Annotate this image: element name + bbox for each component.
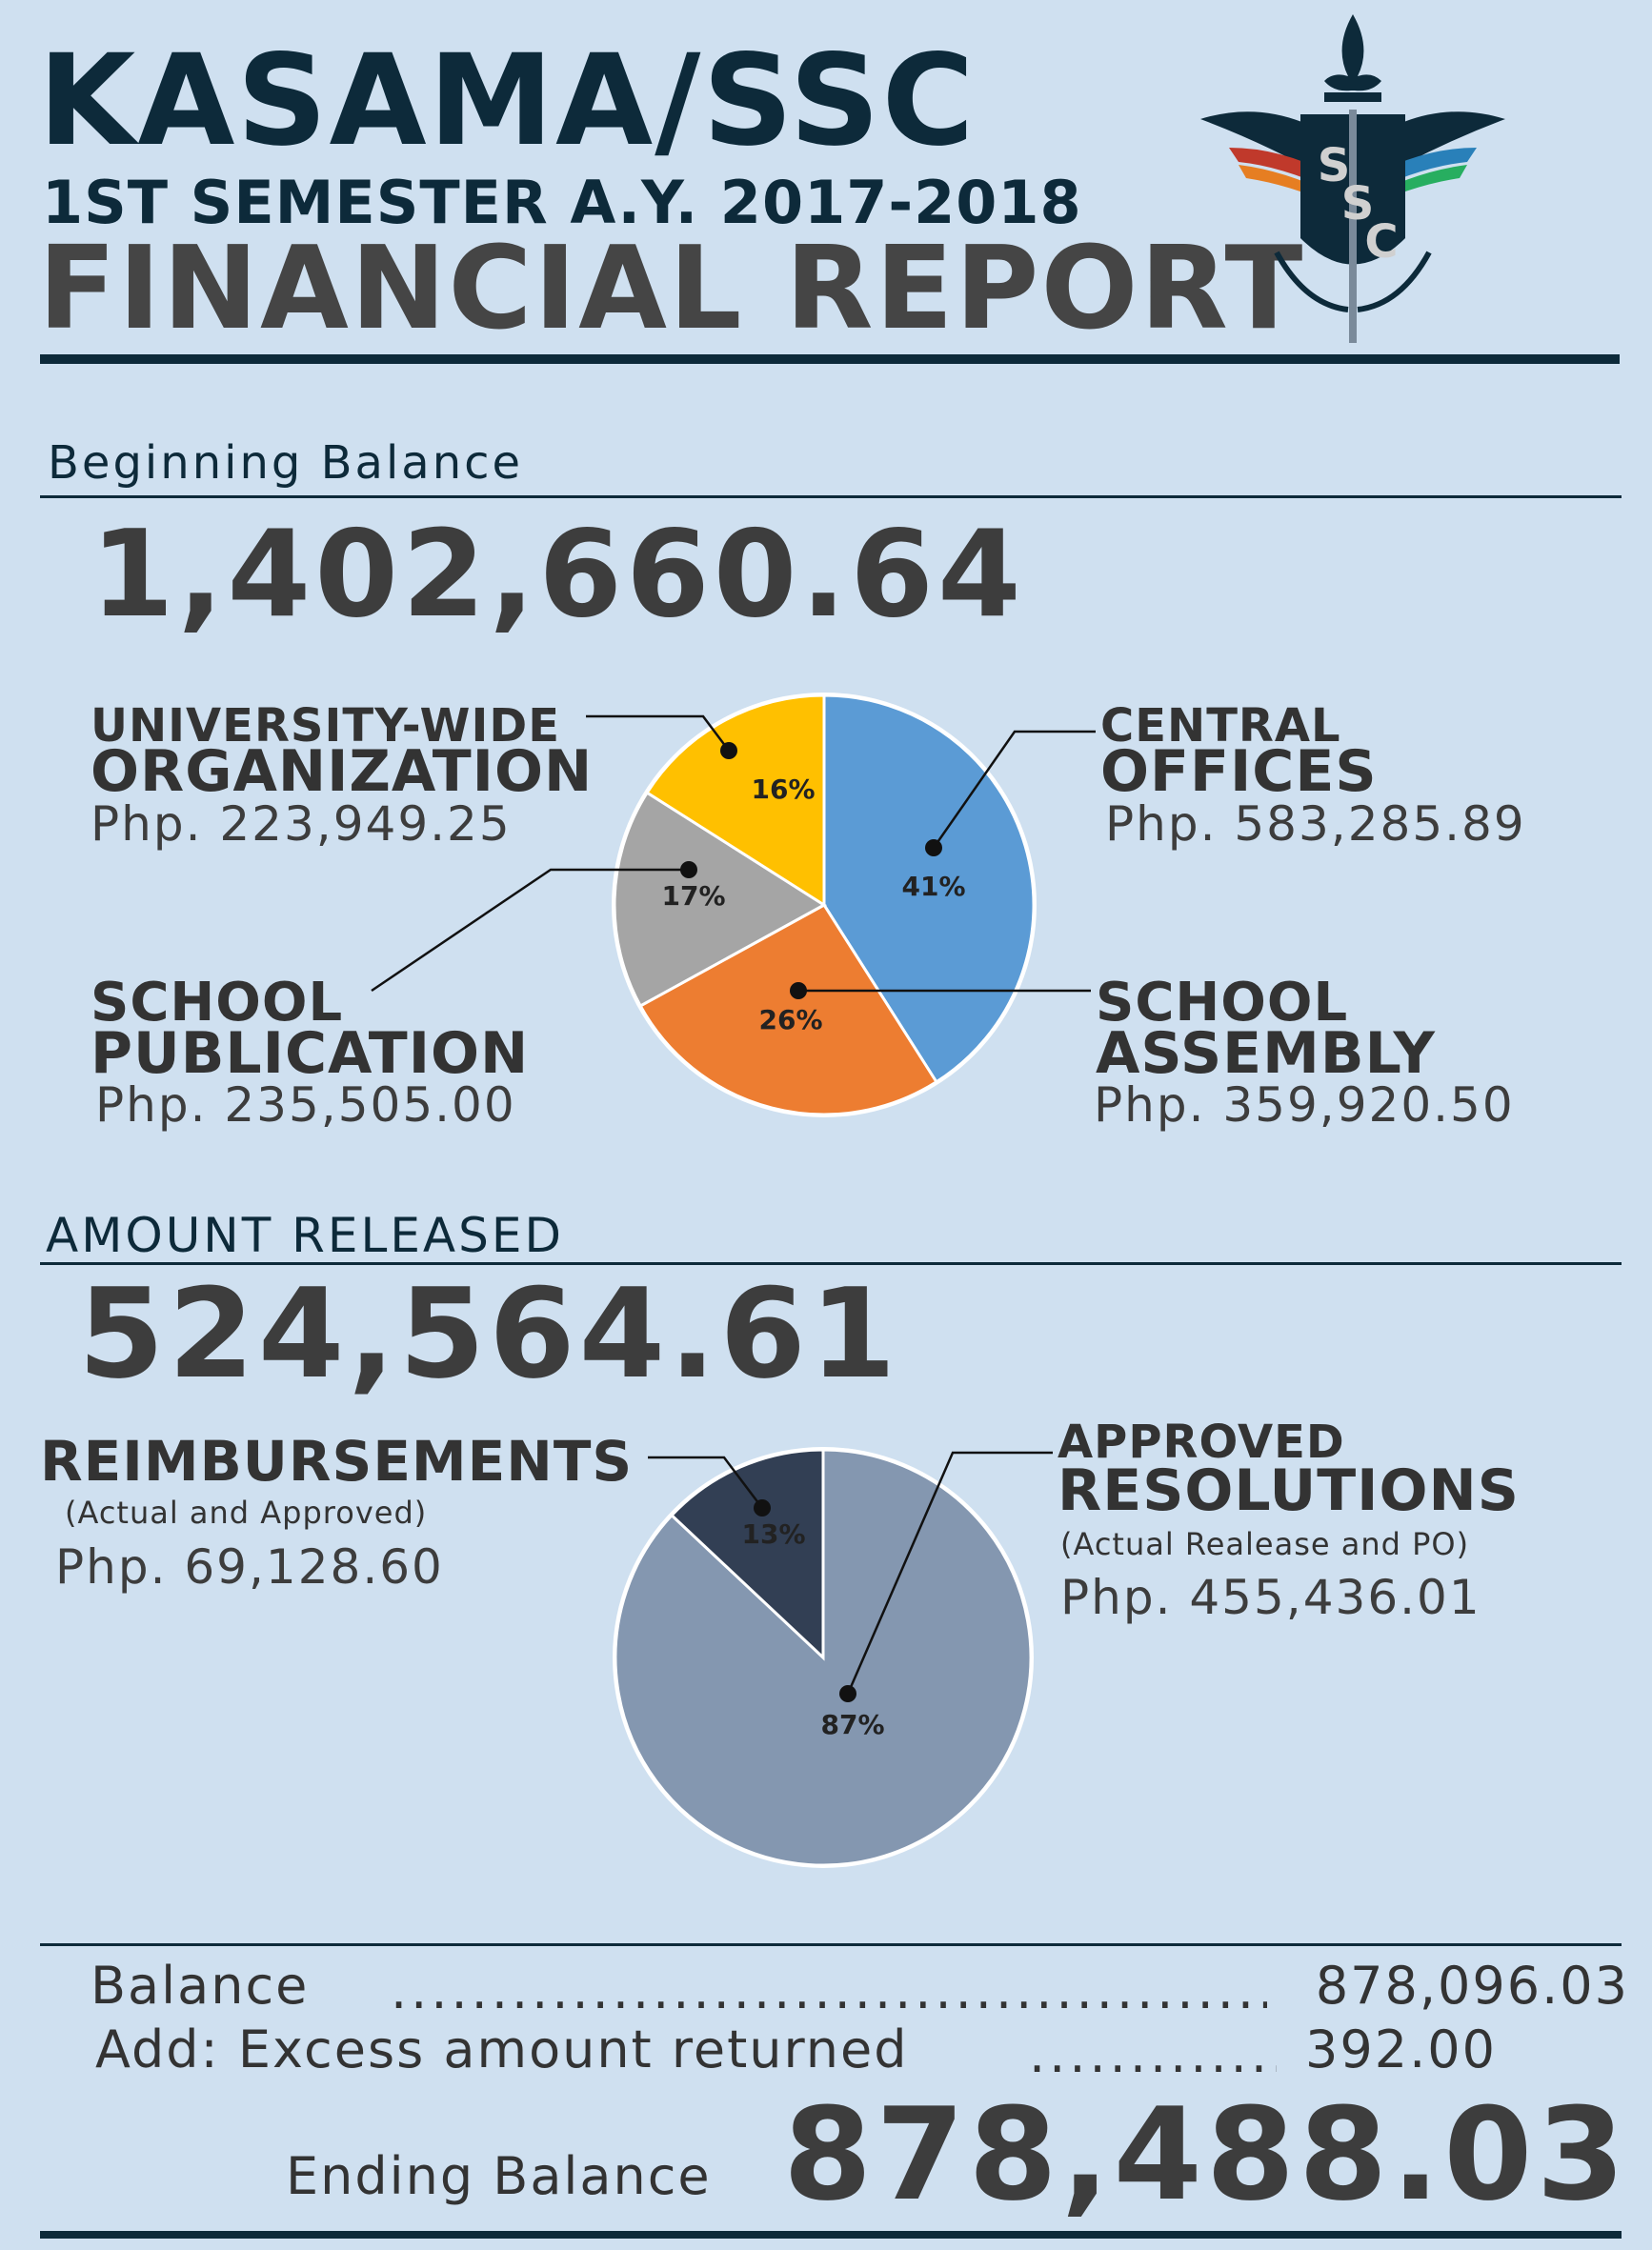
amount-released-label: AMOUNT RELEASED (46, 1208, 564, 1263)
leader-dot-school-publication (680, 861, 697, 878)
excess-leader-dots: .............................. (1029, 2024, 1277, 2084)
leader-line-central-offices (932, 730, 1096, 849)
reimbursements-label: REIMBURSEMENTS (40, 1429, 634, 1494)
leader-dot-central-offices (925, 839, 942, 856)
leader-line-university-wide-organization (586, 714, 730, 752)
allocation-pie-chart: 41% 26% 17% 16% (371, 693, 1096, 1117)
central-label-line2: OFFICES (1100, 738, 1378, 805)
summary-divider (40, 1943, 1622, 1946)
page-title: KASAMA/SSC (38, 28, 977, 174)
ssc-logo: S S C (1200, 14, 1505, 343)
leader-dot-university-wide-organization (720, 742, 737, 759)
excess-label: Add: Excess amount returned (95, 2019, 909, 2079)
ending-balance-label: Ending Balance (286, 2146, 712, 2206)
uwo-label-line1: UNIVERSITY-WIDE (91, 699, 560, 753)
beginning-balance-amount: 1,402,660.64 (91, 504, 1025, 644)
pie-label-approved-resolutions: 87% (820, 1709, 884, 1740)
approved-label-line2: RESOLUTIONS (1058, 1457, 1520, 1524)
balance-label: Balance (91, 1956, 310, 2016)
leader-line-approved-resolutions (846, 1451, 1053, 1695)
pie-slice-school-assembly (638, 903, 938, 1116)
publication-label-line2: PUBLICATION (91, 1020, 530, 1087)
assembly-label-line1: SCHOOL (1096, 972, 1349, 1034)
central-label-line1: CENTRAL (1100, 699, 1341, 753)
approved-sub: (Actual Realease and PO) (1060, 1526, 1470, 1562)
reimbursements-sub: (Actual and Approved) (65, 1495, 428, 1531)
leader-dot-reimbursements (754, 1499, 771, 1517)
reimbursements-amount: Php. 69,128.60 (55, 1539, 444, 1595)
pie-slice-reimbursements (669, 1448, 825, 1661)
beginning-balance-label: Beginning Balance (48, 436, 524, 490)
pie-label-central-offices: 41% (901, 871, 965, 902)
balance-value: 878,096.03 (1315, 1956, 1629, 2016)
leader-line-school-publication (371, 868, 689, 993)
ending-balance-amount: 878,488.03 (783, 2080, 1629, 2229)
beginning-divider (40, 495, 1622, 498)
publication-label-line1: SCHOOL (91, 972, 344, 1034)
pie-label-school-publication: 17% (661, 880, 725, 912)
uwo-label-line2: ORGANIZATION (91, 738, 594, 805)
central-amount: Php. 583,285.89 (1105, 796, 1526, 852)
pie-slice-university-wide-organization (645, 693, 826, 908)
leader-line-reimbursements (648, 1456, 763, 1509)
logo-letter-2: S (1341, 177, 1375, 231)
report-title: FINANCIAL REPORT (38, 223, 1305, 355)
logo-letter-1: S (1318, 139, 1351, 192)
approved-amount: Php. 455,436.01 (1060, 1570, 1481, 1625)
leader-dot-approved-resolutions (839, 1685, 856, 1702)
uwo-amount: Php. 223,949.25 (91, 796, 512, 852)
footer-divider (40, 2231, 1622, 2239)
pie-label-reimbursements: 13% (741, 1518, 805, 1550)
balance-leader-dots: ........................................… (391, 1960, 1267, 2020)
logo-letter-3: C (1364, 215, 1398, 269)
excess-value: 392.00 (1305, 2019, 1497, 2079)
header-divider (40, 354, 1620, 364)
publication-amount: Php. 235,505.00 (95, 1077, 516, 1133)
pie-slice-school-publication (613, 791, 827, 1009)
page-subtitle: 1ST SEMESTER A.Y. 2017-2018 (42, 168, 1082, 237)
assembly-label-line2: ASSEMBLY (1096, 1020, 1436, 1087)
pie-label-school-assembly: 26% (758, 1004, 822, 1035)
assembly-amount: Php. 359,920.50 (1094, 1077, 1515, 1133)
amount-released-amount: 524,564.61 (78, 1261, 900, 1406)
released-pie-chart: 87% 13% (613, 1447, 1053, 1868)
pie-label-university-wide-organization: 16% (751, 773, 815, 805)
approved-label-line1: APPROVED (1058, 1416, 1345, 1469)
leader-dot-school-assembly (790, 982, 807, 999)
released-divider (40, 1262, 1622, 1265)
